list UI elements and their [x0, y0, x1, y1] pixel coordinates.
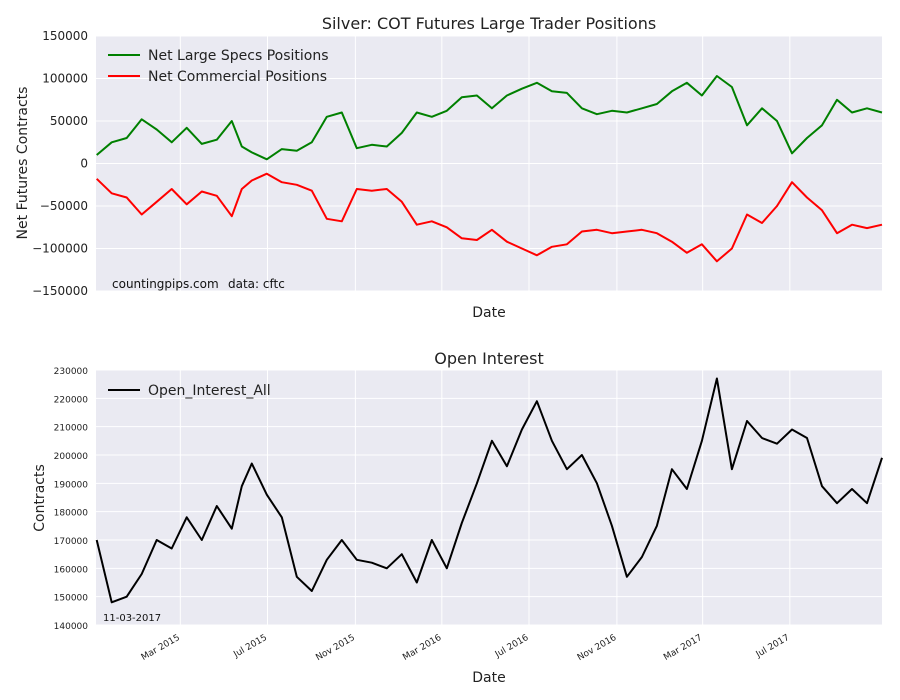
- y-tick-labels: 230000 220000 210000 200000 190000 180000 1700…: [54, 367, 89, 632]
- grid: [96, 369, 882, 626]
- y-tick-label: −150000: [32, 284, 88, 298]
- date-annotation: 11-03-2017: [103, 613, 161, 624]
- y-tick-labels: 150000 100000 50000 0 −50000 −100000 −150000: [32, 29, 88, 298]
- x-axis-label: Date: [472, 670, 505, 686]
- chart-title: Open Interest: [434, 349, 543, 368]
- data-annotation: data: cftc: [228, 277, 285, 291]
- series-lines: [96, 75, 883, 263]
- y-tick-label: 170000: [54, 537, 89, 547]
- y-tick-label: 190000: [54, 480, 89, 490]
- y-tick-label: −100000: [32, 242, 88, 256]
- legend: Net Large Specs Positions Net Commercial…: [108, 48, 329, 85]
- y-tick-label: 150000: [54, 594, 89, 604]
- series-line-1: [96, 172, 883, 263]
- y-tick-label: 160000: [54, 565, 89, 575]
- y-axis-label: Contracts: [32, 464, 48, 532]
- grid: [96, 35, 882, 292]
- legend-label-commercial: Net Commercial Positions: [148, 69, 327, 85]
- y-tick-label: 50000: [50, 114, 88, 128]
- x-tick-label: Mar 2017: [662, 633, 704, 663]
- series-lines: [95, 377, 883, 604]
- legend: Open_Interest_All: [108, 383, 271, 399]
- x-tick-label: Mar 2015: [140, 633, 182, 663]
- x-tick-label: Jul 2015: [231, 633, 269, 660]
- legend-label-specs: Net Large Specs Positions: [148, 48, 329, 64]
- x-axis-label: Date: [472, 305, 505, 321]
- y-tick-label: 210000: [54, 424, 89, 434]
- series-line-0: [95, 377, 883, 604]
- y-tick-label: 0: [80, 157, 88, 171]
- y-tick-label: 140000: [54, 622, 89, 632]
- x-tick-label: Nov 2015: [314, 633, 357, 663]
- y-tick-label: 200000: [54, 452, 89, 462]
- y-axis-label: Net Futures Contracts: [15, 87, 31, 240]
- plot-area: [96, 370, 882, 625]
- y-tick-label: 220000: [54, 395, 89, 405]
- y-tick-label: 180000: [54, 509, 89, 519]
- y-tick-label: 230000: [54, 367, 89, 377]
- x-tick-label: Jul 2017: [754, 633, 792, 660]
- legend-label-open-interest: Open_Interest_All: [148, 383, 271, 399]
- source-annotation: countingpips.com: [112, 277, 219, 291]
- x-tick-labels: Mar 2015 Jul 2015 Nov 2015 Mar 2016 Jul 2016…: [140, 633, 792, 663]
- cot-positions-chart: Silver: COT Futures Large Trader Positio…: [15, 14, 883, 321]
- y-tick-label: 100000: [42, 72, 88, 86]
- x-tick-label: Jul 2016: [493, 633, 531, 661]
- y-tick-label: 150000: [42, 29, 88, 43]
- x-tick-label: Nov 2016: [576, 633, 619, 663]
- chart-title: Silver: COT Futures Large Trader Positio…: [322, 14, 656, 33]
- series-line-0: [96, 75, 883, 161]
- open-interest-chart: Open Interest 230000 220000 210000 200000 19…: [32, 349, 883, 686]
- x-tick-label: Mar 2016: [401, 633, 443, 663]
- y-tick-label: −50000: [40, 199, 88, 213]
